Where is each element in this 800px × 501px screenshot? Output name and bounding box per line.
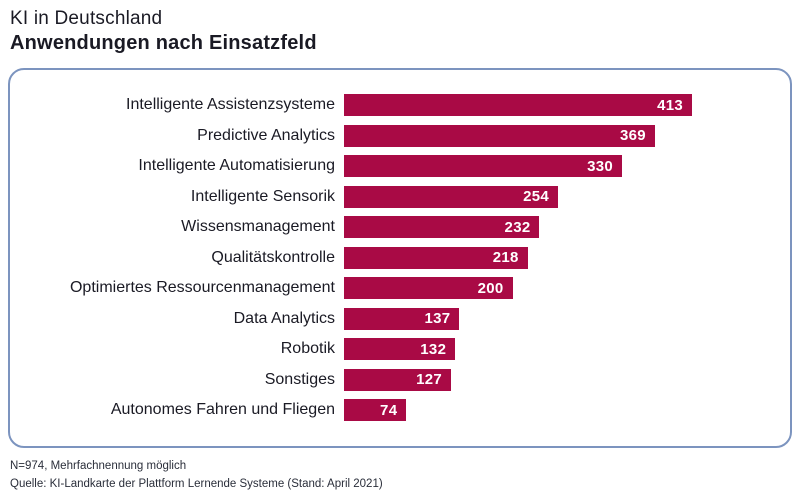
bar-row: Qualitätskontrolle 218 xyxy=(10,243,772,274)
bar-value-label: 232 xyxy=(504,218,531,236)
bar-track: 127 xyxy=(344,368,772,391)
category-label: Predictive Analytics xyxy=(197,126,335,144)
bar-row: Data Analytics 137 xyxy=(10,304,772,335)
bar-row: Intelligente Sensorik 254 xyxy=(10,182,772,213)
bar-value-label: 369 xyxy=(619,127,646,145)
category-label: Sonstiges xyxy=(264,370,335,388)
bar-value-label: 413 xyxy=(657,96,683,114)
bar: 200 xyxy=(344,277,513,300)
bar: 369 xyxy=(344,124,655,147)
bar-track: 330 xyxy=(344,155,772,178)
category-label: Robotik xyxy=(280,340,335,358)
bar: 132 xyxy=(344,338,456,361)
page-title: KI in Deutschland Anwendungen nach Einsa… xyxy=(10,7,317,56)
bar-row: Wissensmanagement 232 xyxy=(10,212,772,243)
bar: 127 xyxy=(344,368,451,391)
category-label: Wissensmanagement xyxy=(181,218,335,236)
bar-track: 254 xyxy=(344,185,772,208)
bar-value-label: 200 xyxy=(477,279,504,297)
bar-row: Predictive Analytics 369 xyxy=(10,121,772,152)
bar-row: Optimiertes Ressourcenmanagement 200 xyxy=(10,273,772,304)
bar-value-label: 137 xyxy=(424,310,451,328)
category-label: Intelligente Sensorik xyxy=(190,187,335,205)
bar: 413 xyxy=(344,94,692,117)
title-line2: Anwendungen nach Einsatzfeld xyxy=(10,31,317,54)
chart-panel: Intelligente Assistenzsysteme 413 Predicti… xyxy=(8,68,792,448)
category-label: Optimiertes Ressourcenmanagement xyxy=(69,279,335,297)
sample-size-note: N=974, Mehrfachnennung möglich xyxy=(10,460,187,472)
bar-track: 132 xyxy=(344,338,772,361)
bar-row: Sonstiges 127 xyxy=(10,365,772,396)
bar-track: 74 xyxy=(344,399,772,422)
chart-footer: N=974, Mehrfachnennung möglich Quelle: K… xyxy=(10,457,383,494)
bar-value-label: 330 xyxy=(587,157,614,175)
bar: 74 xyxy=(344,399,407,422)
category-label: Data Analytics xyxy=(233,309,335,327)
bar-value-label: 254 xyxy=(523,188,550,206)
category-label: Autonomes Fahren und Fliegen xyxy=(110,401,335,419)
bar-track: 200 xyxy=(344,277,772,300)
bar: 137 xyxy=(344,307,460,330)
category-label: Qualitätskontrolle xyxy=(211,248,335,266)
bar-track: 413 xyxy=(344,94,772,117)
bar-row: Intelligente Assistenzsysteme 413 xyxy=(10,90,772,121)
bar: 254 xyxy=(344,185,559,208)
bar-track: 369 xyxy=(344,124,772,147)
category-label: Intelligente Assistenzsysteme xyxy=(126,96,335,114)
bar-row: Robotik 132 xyxy=(10,334,772,365)
bar-chart: Intelligente Assistenzsysteme 413 Predicti… xyxy=(10,90,772,426)
bar-value-label: 132 xyxy=(420,340,447,358)
bar: 232 xyxy=(344,216,540,239)
bar-value-label: 127 xyxy=(416,371,442,389)
bar-row: Intelligente Automatisierung 330 xyxy=(10,151,772,182)
bar-row: Autonomes Fahren und Fliegen 74 xyxy=(10,395,772,426)
title-line1: KI in Deutschland xyxy=(10,8,163,29)
bar-value-label: 218 xyxy=(492,249,519,267)
category-label: Intelligente Automatisierung xyxy=(138,157,335,175)
bar-track: 218 xyxy=(344,246,772,269)
bar: 218 xyxy=(344,246,528,269)
bar-track: 137 xyxy=(344,307,772,330)
bar-track: 232 xyxy=(344,216,772,239)
bar: 330 xyxy=(344,155,623,178)
bar-value-label: 74 xyxy=(380,401,398,419)
source-note: Quelle: KI-Landkarte der Plattform Lerne… xyxy=(10,478,383,491)
